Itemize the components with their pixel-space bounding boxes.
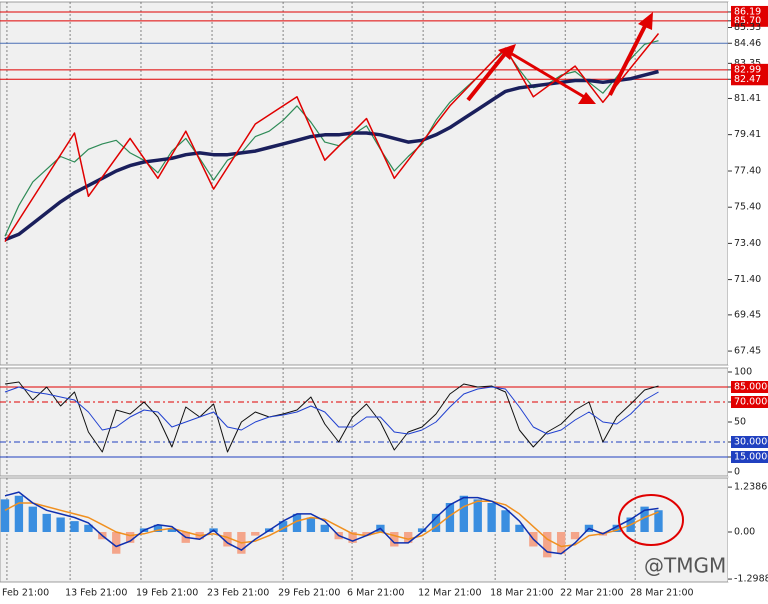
tick-label-box: [731, 436, 768, 448]
panel-background: [0, 1, 729, 366]
histogram-bar: [223, 531, 232, 547]
y-tick-label: 50: [734, 417, 746, 428]
histogram-bar: [487, 503, 496, 532]
arrow-head: [578, 92, 596, 104]
histogram-bar: [153, 524, 163, 532]
y-tick-label: 82.99: [734, 64, 761, 75]
histogram-bar: [417, 528, 427, 532]
histogram-bar: [306, 517, 316, 532]
histogram-bar: [251, 531, 260, 536]
arrow: [511, 52, 587, 100]
histogram-bar: [431, 513, 441, 532]
histogram-bar: [348, 531, 357, 543]
y-tick-label: 84.46: [734, 38, 761, 49]
tick-label-box: [731, 451, 768, 463]
series-line: [4, 69, 659, 242]
histogram-bar: [14, 495, 24, 532]
y-tick-label: 0: [734, 467, 740, 478]
histogram-bar: [404, 531, 413, 543]
axis-background: [728, 2, 768, 365]
histogram-bar: [42, 513, 51, 532]
histogram-bar: [167, 528, 177, 532]
histogram-bar: [320, 524, 329, 532]
histogram-bar: [84, 524, 93, 532]
tick-label-box: [731, 73, 768, 86]
y-tick-label: 85.70: [734, 15, 761, 26]
histogram-bar: [445, 503, 455, 532]
histogram-bar: [515, 524, 524, 532]
y-tick-label: 85.33: [734, 22, 761, 33]
axis-background: [728, 478, 768, 582]
highlight-circle: [618, 494, 684, 546]
histogram-bar: [362, 531, 371, 536]
y-tick-label: 82.47: [734, 74, 761, 85]
histogram-bar: [654, 510, 663, 532]
histogram-bar: [112, 531, 121, 554]
x-tick-label: 22 Mar 21:00: [560, 588, 623, 599]
annotations: [466, 12, 684, 546]
histogram-bar: [473, 499, 482, 532]
x-tick-label: 29 Feb 21:00: [278, 588, 340, 599]
watermark: @TMGM: [644, 554, 726, 578]
y-tick-label: 75.40: [734, 202, 761, 213]
x-tick-label: 19 Feb 21:00: [136, 588, 198, 599]
histogram-bar: [612, 524, 621, 532]
histogram-bar: [292, 513, 302, 532]
arrow: [466, 48, 510, 102]
histogram-bar: [70, 521, 79, 532]
series-line: [4, 381, 659, 453]
histogram-bar: [501, 510, 510, 532]
y-tick-label: 73.40: [734, 238, 761, 249]
x-tick-label: 13 Feb 21:00: [65, 588, 127, 599]
arrow: [608, 23, 648, 96]
arrow-head: [498, 44, 516, 60]
histogram-bar: [640, 506, 649, 532]
y-tick-label: 100: [734, 367, 752, 378]
x-tick-label: 12 Mar 21:00: [418, 588, 481, 599]
y-tick-label: 71.40: [734, 274, 761, 285]
series-line: [4, 500, 659, 548]
series-line: [4, 33, 660, 243]
tick-label-box: [731, 381, 768, 393]
x-tick-label: 6 Mar 21:00: [347, 588, 404, 599]
series-line: [4, 491, 659, 555]
histogram-bar: [278, 521, 288, 532]
y-tick-label: 67.45: [734, 346, 761, 357]
histogram-bar: [570, 531, 580, 540]
y-tick-label: 83.35: [734, 58, 761, 69]
x-tick-label: 28 Mar 21:00: [630, 588, 693, 599]
y-tick-label: 69.45: [734, 309, 761, 320]
tick-label-box: [731, 63, 768, 76]
x-tick-label: 18 Mar 21:00: [490, 588, 553, 599]
tick-label-box: [731, 14, 768, 27]
y-tick-label: 79.41: [734, 129, 761, 140]
histogram-bar: [390, 531, 399, 547]
y-tick-label: 0.00: [734, 526, 755, 537]
y-tick-label: 86.19: [734, 6, 761, 17]
histogram-bar: [0, 499, 10, 532]
histogram-bar: [556, 531, 566, 554]
histogram-bar: [459, 495, 468, 532]
histogram-bar: [28, 506, 37, 532]
y-tick-label: 77.40: [734, 166, 761, 177]
tick-label-box: [731, 396, 768, 408]
x-tick-label: 23 Feb 21:00: [207, 588, 269, 599]
histogram-bar: [125, 531, 135, 543]
histogram-bar: [543, 531, 552, 558]
arrow-head: [638, 12, 653, 30]
y-tick-label: -1.2988: [734, 574, 768, 585]
y-tick-label: 81.41: [734, 93, 761, 104]
x-tick-label: Feb 21:00: [2, 588, 49, 599]
series-line: [4, 386, 659, 435]
y-tick-label: 1.2386: [734, 482, 767, 493]
histogram-bar: [56, 517, 65, 532]
